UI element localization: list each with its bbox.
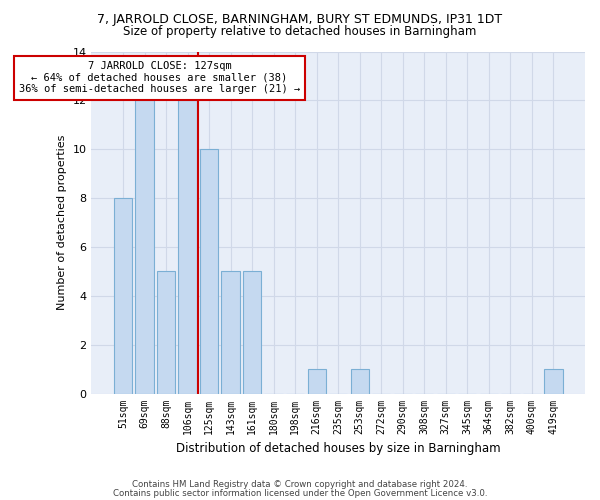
- Bar: [308, 369, 326, 394]
- Y-axis label: Number of detached properties: Number of detached properties: [57, 135, 67, 310]
- Text: 7, JARROLD CLOSE, BARNINGHAM, BURY ST EDMUNDS, IP31 1DT: 7, JARROLD CLOSE, BARNINGHAM, BURY ST ED…: [97, 12, 503, 26]
- Bar: [157, 272, 175, 394]
- Text: Size of property relative to detached houses in Barningham: Size of property relative to detached ho…: [124, 25, 476, 38]
- Text: 7 JARROLD CLOSE: 127sqm
← 64% of detached houses are smaller (38)
36% of semi-de: 7 JARROLD CLOSE: 127sqm ← 64% of detache…: [19, 62, 300, 94]
- Bar: [243, 272, 261, 394]
- Bar: [350, 369, 369, 394]
- Bar: [136, 100, 154, 394]
- Bar: [544, 369, 563, 394]
- Bar: [178, 100, 197, 394]
- Text: Contains HM Land Registry data © Crown copyright and database right 2024.: Contains HM Land Registry data © Crown c…: [132, 480, 468, 489]
- X-axis label: Distribution of detached houses by size in Barningham: Distribution of detached houses by size …: [176, 442, 500, 455]
- Text: Contains public sector information licensed under the Open Government Licence v3: Contains public sector information licen…: [113, 488, 487, 498]
- Bar: [200, 149, 218, 394]
- Bar: [221, 272, 240, 394]
- Bar: [114, 198, 132, 394]
